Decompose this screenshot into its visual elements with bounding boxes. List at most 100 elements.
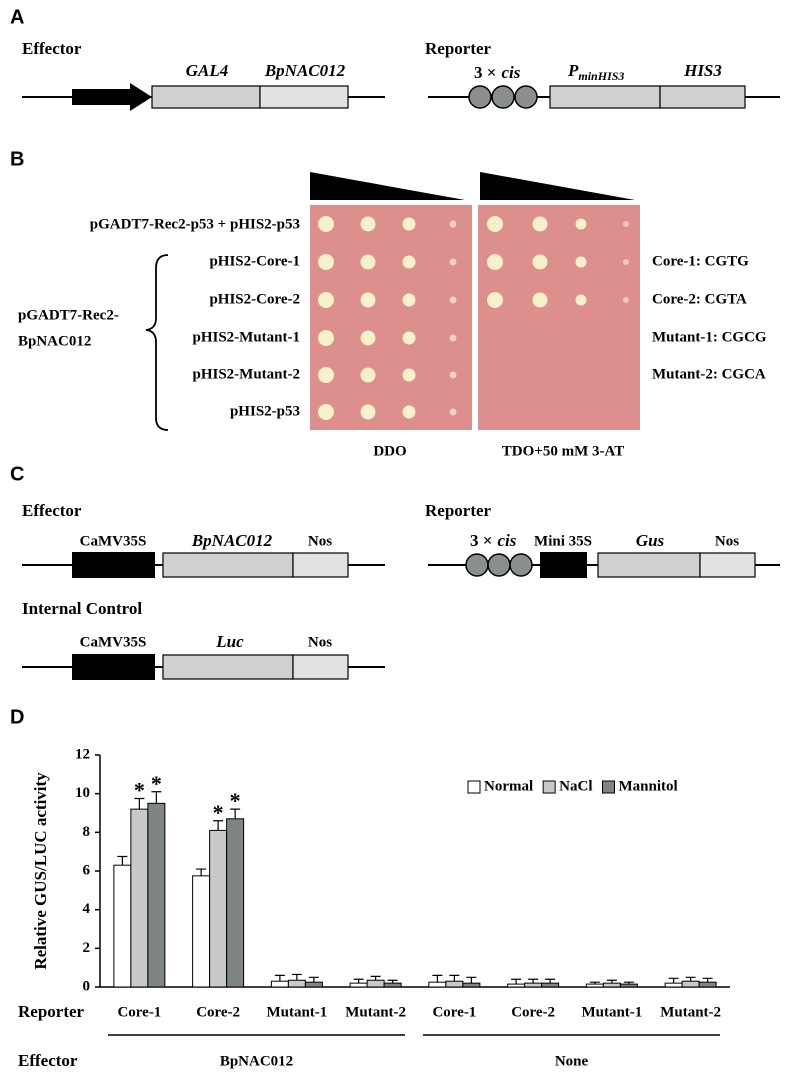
x-tick-label: Core-2 — [511, 1004, 555, 1020]
construct-title: Reporter — [425, 39, 492, 58]
bar — [619, 983, 638, 988]
bar — [664, 982, 683, 988]
yeast-spot — [449, 408, 457, 416]
error-bar — [117, 855, 128, 866]
x-tick-label: Mutant-1 — [581, 1004, 642, 1020]
error-bar — [370, 975, 381, 981]
error-bar — [528, 978, 539, 984]
significance-mark: * — [230, 788, 241, 813]
error-bar — [545, 978, 556, 984]
error-bar — [449, 974, 460, 982]
medium-label: TDO+50 mM 3-AT — [502, 443, 624, 459]
group-label: BpNAC012 — [220, 1053, 293, 1069]
part-label: Luc — [215, 632, 244, 651]
yeast-spot — [402, 368, 416, 382]
gene-box — [151, 85, 261, 109]
yeast-spot — [360, 292, 376, 308]
bar — [192, 875, 211, 988]
yeast-spot — [402, 255, 416, 269]
cis-element — [487, 553, 511, 577]
bar — [462, 982, 481, 988]
row-label: pHIS2-Core-2 — [209, 291, 300, 307]
bar — [541, 982, 560, 988]
yeast-spot — [575, 256, 587, 268]
bar — [507, 983, 526, 988]
cis-element — [465, 553, 489, 577]
x-tick-label: Mutant-2 — [345, 1004, 406, 1020]
error-bar — [213, 820, 224, 831]
bar — [602, 982, 621, 988]
panel-letter: A — [10, 6, 24, 28]
part-label: 3 × cis — [474, 63, 521, 82]
panel-letter: C — [10, 463, 24, 485]
error-bar — [589, 981, 600, 985]
yeast-spot — [532, 292, 548, 308]
terminator-box — [699, 552, 756, 578]
bar — [130, 808, 149, 988]
plate — [310, 205, 472, 430]
error-bar — [511, 978, 522, 985]
yeast-spot — [318, 404, 334, 420]
yeast-spot — [449, 371, 457, 379]
y-tick-label: 12 — [75, 746, 90, 762]
part-label: BpNAC012 — [264, 61, 346, 80]
gene-box — [259, 85, 349, 109]
cis-count: 3 × — [474, 63, 496, 82]
bar — [209, 829, 228, 988]
error-bar — [466, 976, 477, 984]
group-label: pGADT7-Rec2- — [18, 307, 119, 323]
part-label: BpNAC012 — [191, 531, 273, 550]
yeast-spot — [449, 334, 457, 342]
x-tick-label: Mutant-2 — [660, 1004, 721, 1020]
y-tick-label: 4 — [83, 901, 91, 917]
bar — [226, 818, 245, 988]
group-label: BpNAC012 — [18, 333, 91, 349]
x-tick-label: Core-1 — [432, 1004, 476, 1020]
panel-letter: D — [10, 706, 24, 728]
gene-box — [659, 85, 746, 109]
legend-swatch — [542, 780, 556, 794]
part-label: 3 × cis — [470, 531, 517, 550]
yeast-spot — [402, 217, 416, 231]
yeast-spot — [402, 293, 416, 307]
error-bar — [353, 978, 364, 984]
error-bar — [685, 976, 696, 982]
row-label: pHIS2-p53 — [230, 403, 300, 419]
yeast-spot — [318, 216, 334, 232]
yeast-spot — [449, 220, 457, 228]
error-bar — [274, 974, 285, 982]
yeast-spot — [402, 331, 416, 345]
yeast-spot — [360, 404, 376, 420]
gene-box — [162, 552, 294, 578]
error-bar — [134, 797, 145, 810]
error-bar — [230, 808, 241, 819]
y-tick-label: 10 — [75, 785, 90, 801]
promoter-box — [540, 552, 587, 578]
plate — [478, 205, 640, 430]
group-label: None — [555, 1053, 589, 1069]
yeast-spot — [318, 330, 334, 346]
yeast-spot — [623, 221, 629, 227]
significance-mark: * — [213, 800, 224, 825]
arrow — [72, 83, 152, 111]
yeast-spot — [360, 216, 376, 232]
cis-element — [514, 85, 538, 109]
error-bar — [387, 979, 398, 984]
yeast-spot — [575, 218, 587, 230]
yeast-spot — [360, 367, 376, 383]
cis-count: 3 × — [470, 531, 492, 550]
cis-word: cis — [501, 63, 520, 82]
promoter-p: P — [567, 61, 579, 80]
bar — [113, 864, 132, 988]
error-bar — [432, 974, 443, 983]
part-label: Nos — [308, 533, 332, 549]
bar — [147, 802, 166, 988]
yeast-spot — [449, 258, 457, 266]
motif-label: Core-2: CGTA — [652, 291, 747, 307]
part-label: GAL4 — [186, 61, 229, 80]
bar — [304, 981, 323, 988]
bar — [698, 981, 717, 988]
error-bar — [308, 976, 319, 983]
dilution-wedge — [480, 172, 635, 200]
